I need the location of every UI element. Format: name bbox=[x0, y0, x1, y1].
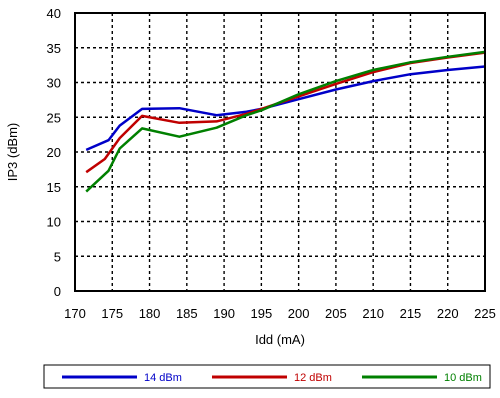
x-tick-label: 170 bbox=[64, 306, 86, 321]
y-tick-label: 15 bbox=[47, 180, 61, 195]
x-tick-label: 205 bbox=[325, 306, 347, 321]
x-tick-label: 190 bbox=[213, 306, 235, 321]
x-tick-label: 185 bbox=[176, 306, 198, 321]
grid bbox=[75, 13, 485, 291]
x-tick-label: 200 bbox=[288, 306, 310, 321]
legend-label: 10 dBm bbox=[444, 372, 482, 384]
y-tick-label: 0 bbox=[54, 284, 61, 299]
x-tick-label: 215 bbox=[400, 306, 422, 321]
x-tick-labels: 170 175 180 185 190 195 200 205 210 215 220 225 bbox=[64, 306, 496, 321]
y-tick-label: 40 bbox=[47, 6, 61, 21]
y-axis-label: IP3 (dBm) bbox=[5, 123, 20, 182]
x-tick-label: 180 bbox=[139, 306, 161, 321]
series-line bbox=[85, 51, 486, 174]
y-tick-label: 10 bbox=[47, 215, 61, 230]
legend-label: 12 dBm bbox=[294, 372, 332, 384]
legend-label: 14 dBm bbox=[144, 372, 182, 384]
x-axis-label: Idd (mA) bbox=[255, 332, 305, 347]
x-tick-label: 210 bbox=[362, 306, 384, 321]
series-line bbox=[85, 65, 486, 152]
y-tick-label: 30 bbox=[47, 76, 61, 91]
y-tick-labels: 0 5 10 15 20 25 30 35 40 bbox=[47, 6, 61, 299]
y-tick-label: 25 bbox=[47, 110, 61, 125]
series-lines bbox=[85, 50, 486, 193]
x-tick-label: 175 bbox=[101, 306, 123, 321]
y-tick-label: 20 bbox=[47, 145, 61, 160]
y-tick-label: 5 bbox=[54, 249, 61, 264]
x-tick-label: 220 bbox=[437, 306, 459, 321]
y-tick-label: 35 bbox=[47, 41, 61, 56]
plot-frame bbox=[74, 12, 486, 292]
legend: 14 dBm 12 dBm 10 dBm bbox=[43, 364, 491, 389]
x-tick-label: 225 bbox=[474, 306, 496, 321]
series-line bbox=[85, 50, 486, 193]
x-tick-label: 195 bbox=[251, 306, 273, 321]
